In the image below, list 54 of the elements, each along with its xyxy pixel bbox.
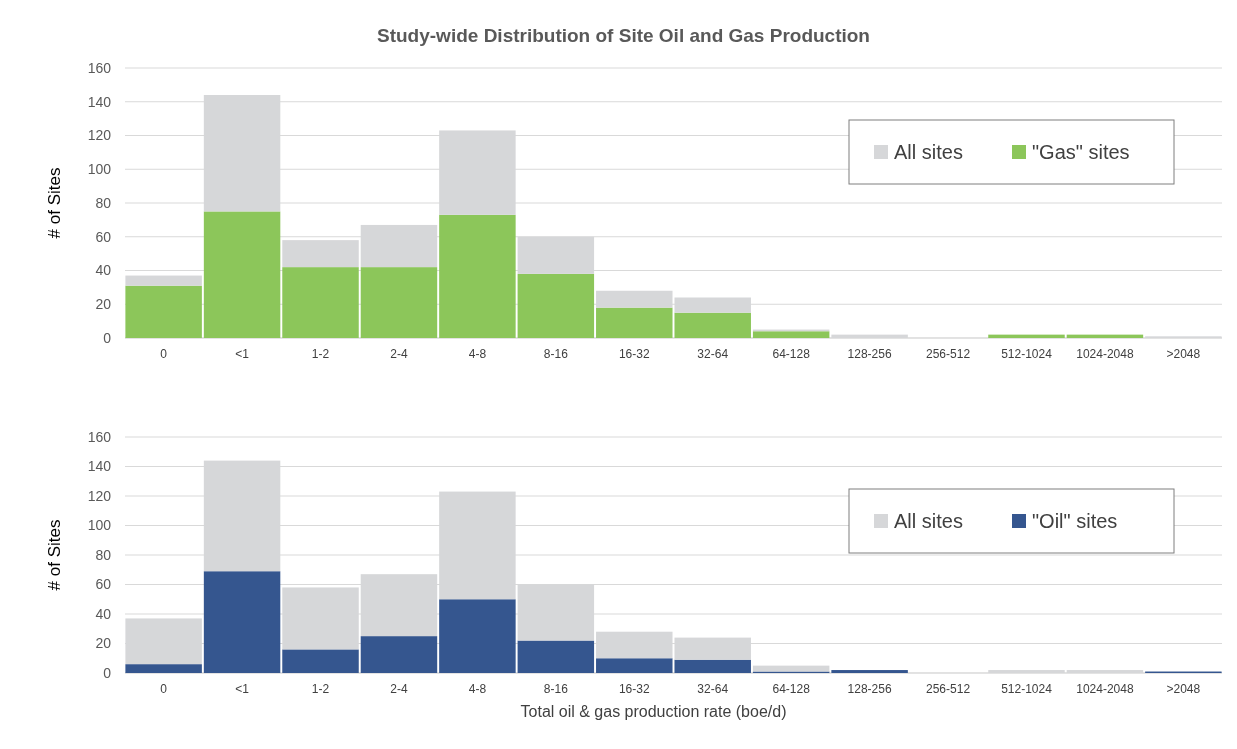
x-tick-label: 64-128 (772, 347, 811, 361)
x-tick-label: 512-1024 (1001, 347, 1053, 361)
y-tick-label: 40 (95, 262, 112, 279)
legend-label: "Oil" sites (1032, 510, 1118, 532)
y-tick-label: 100 (87, 517, 112, 534)
x-tick-label: 1-2 (311, 682, 330, 696)
legend-label: All sites (894, 510, 963, 532)
x-tick-label: 8-16 (543, 682, 569, 696)
x-tick-label: 64-128 (772, 682, 811, 696)
chart-title: Study-wide Distribution of Site Oil and Gas Production (377, 25, 870, 46)
x-tick-label: 1024-2048 (1076, 682, 1134, 696)
x-tick-label: 128-256 (847, 682, 892, 696)
y-tick-label: 160 (87, 59, 112, 76)
y-tick-label: 20 (95, 635, 112, 652)
legend-label: All sites (894, 141, 963, 163)
x-tick-label: <1 (235, 347, 250, 361)
x-tick-label: 128-256 (847, 347, 892, 361)
y-tick-label: 60 (95, 228, 112, 245)
y-tick-label: 120 (87, 127, 112, 144)
y-tick-label: 140 (87, 93, 112, 110)
legend-label: "Gas" sites (1032, 141, 1130, 163)
y-tick-label: 60 (95, 576, 112, 593)
x-tick-label: >2048 (1166, 682, 1201, 696)
x-tick-label: <1 (235, 682, 250, 696)
y-tick-label: 0 (103, 664, 112, 681)
x-tick-label: 4-8 (468, 347, 487, 361)
y-tick-label: 100 (87, 161, 112, 178)
x-tick-label: 16-32 (618, 682, 650, 696)
x-tick-label: 4-8 (468, 682, 487, 696)
x-tick-label: 2-4 (390, 682, 408, 696)
x-tick-label: 0 (160, 347, 168, 361)
x-tick-label: 1-2 (311, 347, 330, 361)
x-tick-label: 32-64 (697, 682, 729, 696)
x-tick-label: 256-512 (926, 682, 971, 696)
y-tick-label: 140 (87, 458, 112, 475)
y-tick-label: 80 (95, 194, 112, 211)
x-tick-label: 2-4 (390, 347, 408, 361)
x-tick-label: 32-64 (697, 347, 729, 361)
y-tick-label: 0 (103, 329, 112, 346)
y-tick-label: 20 (95, 296, 112, 313)
x-axis-title: Total oil & gas production rate (boe/d) (520, 703, 787, 720)
y-tick-label: 160 (87, 428, 112, 445)
x-tick-label: 1024-2048 (1076, 347, 1134, 361)
x-tick-label: 0 (160, 682, 168, 696)
x-tick-label: 512-1024 (1001, 682, 1053, 696)
y-tick-label: 120 (87, 487, 112, 504)
x-tick-label: 256-512 (926, 347, 971, 361)
y-axis-title: # of Sites (45, 167, 64, 239)
x-tick-label: 8-16 (543, 347, 569, 361)
x-tick-label: 16-32 (618, 347, 650, 361)
y-tick-label: 40 (95, 605, 112, 622)
y-axis-title: # of Sites (45, 519, 64, 591)
y-tick-label: 80 (95, 546, 112, 563)
x-tick-label: >2048 (1166, 347, 1201, 361)
